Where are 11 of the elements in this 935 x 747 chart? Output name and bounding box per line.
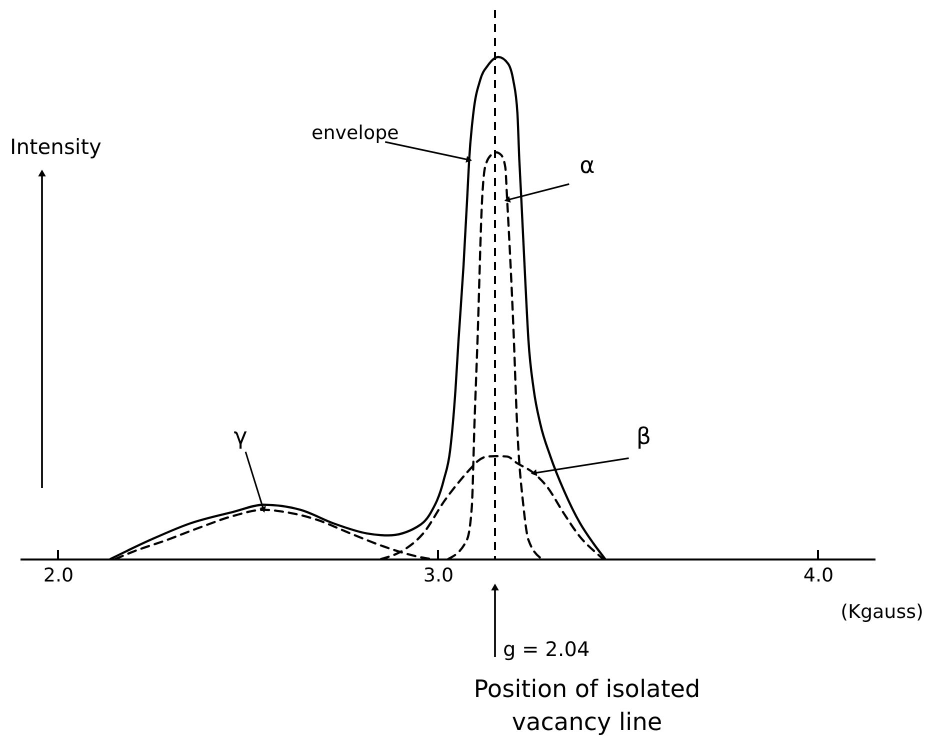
- text: γ: [234, 424, 248, 450]
- x-tick-label: 4.0: [803, 564, 834, 586]
- x-tick-label: 2.0: [43, 564, 74, 586]
- text: Position of isolated vacancy line: [474, 675, 700, 736]
- x-tick-label: 3.0: [423, 564, 454, 586]
- text: β: [636, 424, 652, 450]
- x-axis-title: (Kgauss): [840, 601, 924, 623]
- text: g = 2.04: [503, 637, 590, 661]
- y-axis-title: Intensity: [10, 135, 102, 159]
- text: α: [580, 153, 595, 180]
- text: envelope: [311, 122, 399, 144]
